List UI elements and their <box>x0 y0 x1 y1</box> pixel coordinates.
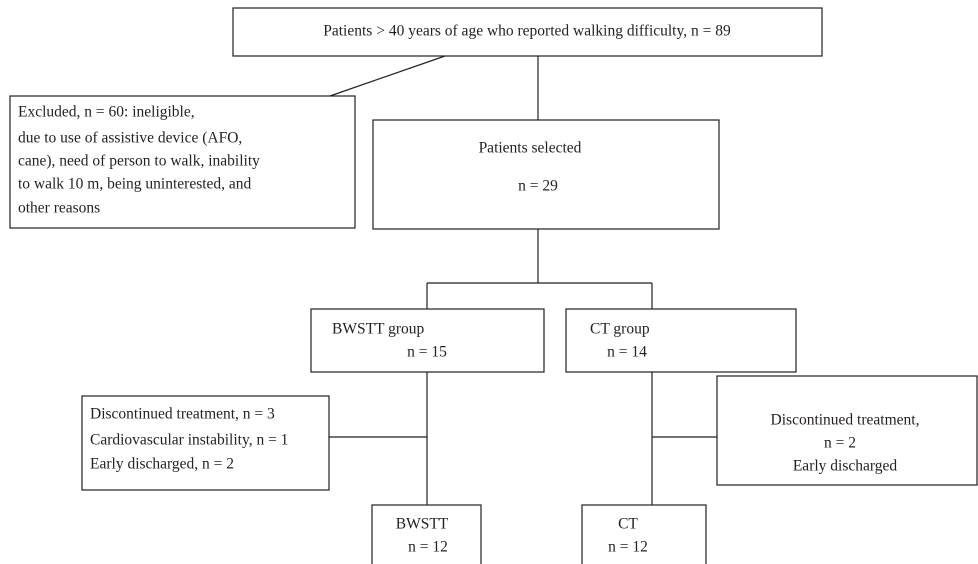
node-text: Early discharged <box>793 458 898 475</box>
node-bwstt-group: BWSTT group n = 15 <box>310 308 545 373</box>
node-text: n = 14 <box>607 344 647 361</box>
box <box>9 95 356 229</box>
connectors <box>329 55 717 505</box>
node-text: other reasons <box>18 200 100 217</box>
node-selected: Patients selected n = 29 <box>372 119 720 230</box>
node-ct-discontinued: Discontinued treatment, n = 2 Early disc… <box>716 375 978 486</box>
node-text: CT group <box>590 321 650 338</box>
node-text: due to use of assistive device (AFO, <box>18 130 242 147</box>
box <box>371 504 482 564</box>
box <box>581 504 707 564</box>
node-text: Patients selected <box>479 140 582 157</box>
node-ct-final: CT n = 12 <box>581 504 707 564</box>
node-text: n = 12 <box>608 539 648 556</box>
node-text: Excluded, n = 60: ineligible, <box>18 104 195 121</box>
node-ct-group: CT group n = 14 <box>565 308 797 373</box>
node-text: cane), need of person to walk, inability <box>18 153 260 170</box>
node-text: CT <box>618 516 638 533</box>
node-excluded: Excluded, n = 60: ineligible, due to use… <box>9 95 356 229</box>
box <box>565 308 797 373</box>
box <box>232 7 823 57</box>
node-text: Cardiovascular instability, n = 1 <box>90 432 288 449</box>
box <box>716 375 978 486</box>
node-text: n = 12 <box>408 539 448 556</box>
node-text: Discontinued treatment, <box>771 412 920 429</box>
node-text: BWSTT group <box>332 321 425 338</box>
connector <box>329 55 446 97</box>
node-text: Patients > 40 years of age who reported … <box>323 23 731 40</box>
node-text: BWSTT <box>396 516 449 533</box>
box <box>310 308 545 373</box>
node-text: n = 15 <box>407 344 447 361</box>
node-bwstt-discontinued: Discontinued treatment, n = 3 Cardiovasc… <box>81 395 330 491</box>
node-text: Early discharged, n = 2 <box>90 456 234 473</box>
node-text: to walk 10 m, being uninterested, and <box>18 176 252 193</box>
box <box>372 119 720 230</box>
node-screened: Patients > 40 years of age who reported … <box>232 7 823 57</box>
node-text: n = 2 <box>824 435 856 452</box>
node-bwstt-final: BWSTT n = 12 <box>371 504 482 564</box>
box <box>81 395 330 491</box>
node-text: n = 29 <box>518 178 558 195</box>
node-text: Discontinued treatment, n = 3 <box>90 406 275 423</box>
